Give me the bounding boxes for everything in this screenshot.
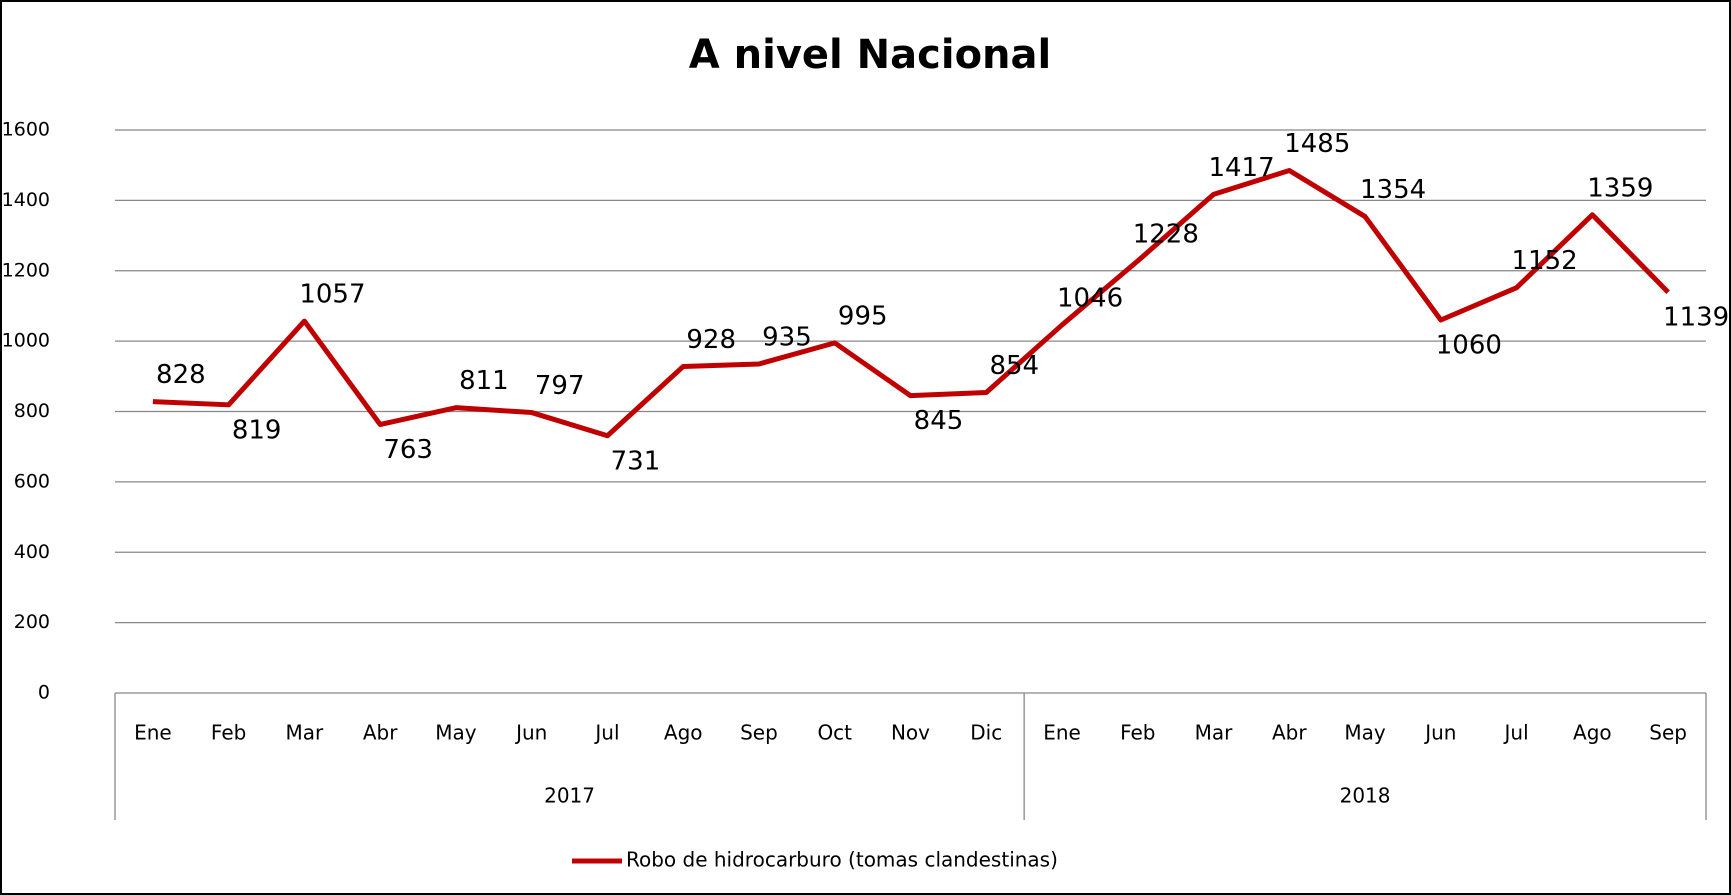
data-label: 928 bbox=[686, 325, 736, 355]
x-tick-label: Abr bbox=[1272, 721, 1307, 745]
data-label: 1060 bbox=[1436, 331, 1502, 361]
x-tick-label: Jun bbox=[514, 721, 547, 745]
y-tick-label: 400 bbox=[14, 541, 50, 563]
data-label: 731 bbox=[611, 446, 661, 476]
group-label: 2017 bbox=[544, 784, 595, 808]
x-tick-label: Mar bbox=[1195, 721, 1234, 745]
y-tick-label: 0 bbox=[38, 682, 50, 704]
data-label: 1417 bbox=[1208, 153, 1274, 183]
x-tick-label: Nov bbox=[891, 721, 930, 745]
data-label: 1139 bbox=[1663, 303, 1729, 333]
x-tick-label: Sep bbox=[1649, 721, 1687, 745]
chart-title: A nivel Nacional bbox=[689, 32, 1051, 78]
data-label: 819 bbox=[232, 415, 282, 445]
data-label: 1228 bbox=[1133, 219, 1199, 249]
x-tick-label: Ago bbox=[664, 721, 703, 745]
y-tick-label: 200 bbox=[14, 611, 50, 633]
data-label: 935 bbox=[762, 322, 812, 352]
y-tick-label: 1600 bbox=[2, 119, 50, 141]
data-label: 763 bbox=[383, 435, 433, 465]
data-label: 1359 bbox=[1587, 173, 1653, 203]
x-tick-label: Ene bbox=[1043, 721, 1081, 745]
data-label: 1057 bbox=[299, 280, 365, 310]
data-label: 1485 bbox=[1284, 129, 1350, 159]
data-label: 811 bbox=[459, 366, 509, 396]
x-tick-label: May bbox=[435, 721, 477, 745]
data-line bbox=[152, 167, 1670, 439]
x-tick-label: Dic bbox=[970, 721, 1002, 745]
y-tick-label: 1200 bbox=[2, 259, 50, 281]
x-tick-label: Mar bbox=[286, 721, 325, 745]
legend-label: Robo de hidrocarburo (tomas clandestinas… bbox=[626, 848, 1058, 872]
data-label: 995 bbox=[838, 301, 888, 331]
x-tick-label: Feb bbox=[211, 721, 246, 745]
y-tick-label: 600 bbox=[14, 470, 50, 492]
x-tick-label: Jun bbox=[1423, 721, 1456, 745]
data-label: 828 bbox=[156, 360, 206, 390]
x-tick-label: Jul bbox=[1503, 721, 1529, 745]
x-tick-label: Abr bbox=[363, 721, 398, 745]
y-tick-label: 1400 bbox=[2, 189, 50, 211]
x-tick-label: May bbox=[1344, 721, 1386, 745]
data-label: 845 bbox=[914, 406, 964, 436]
data-label: 1046 bbox=[1057, 283, 1123, 313]
data-label: 797 bbox=[535, 371, 585, 401]
y-tick-label: 1000 bbox=[2, 330, 50, 352]
x-tick-label: Ene bbox=[134, 721, 172, 745]
data-label: 854 bbox=[989, 351, 1039, 381]
x-tick-label: Oct bbox=[817, 721, 852, 745]
x-tick-label: Ago bbox=[1573, 721, 1612, 745]
x-tick-label: Sep bbox=[740, 721, 778, 745]
group-label: 2018 bbox=[1340, 784, 1391, 808]
x-tick-label: Feb bbox=[1120, 721, 1155, 745]
data-label: 1354 bbox=[1360, 175, 1426, 205]
y-tick-label: 800 bbox=[14, 400, 50, 422]
x-tick-label: Jul bbox=[593, 721, 619, 745]
data-label: 1152 bbox=[1512, 246, 1578, 276]
